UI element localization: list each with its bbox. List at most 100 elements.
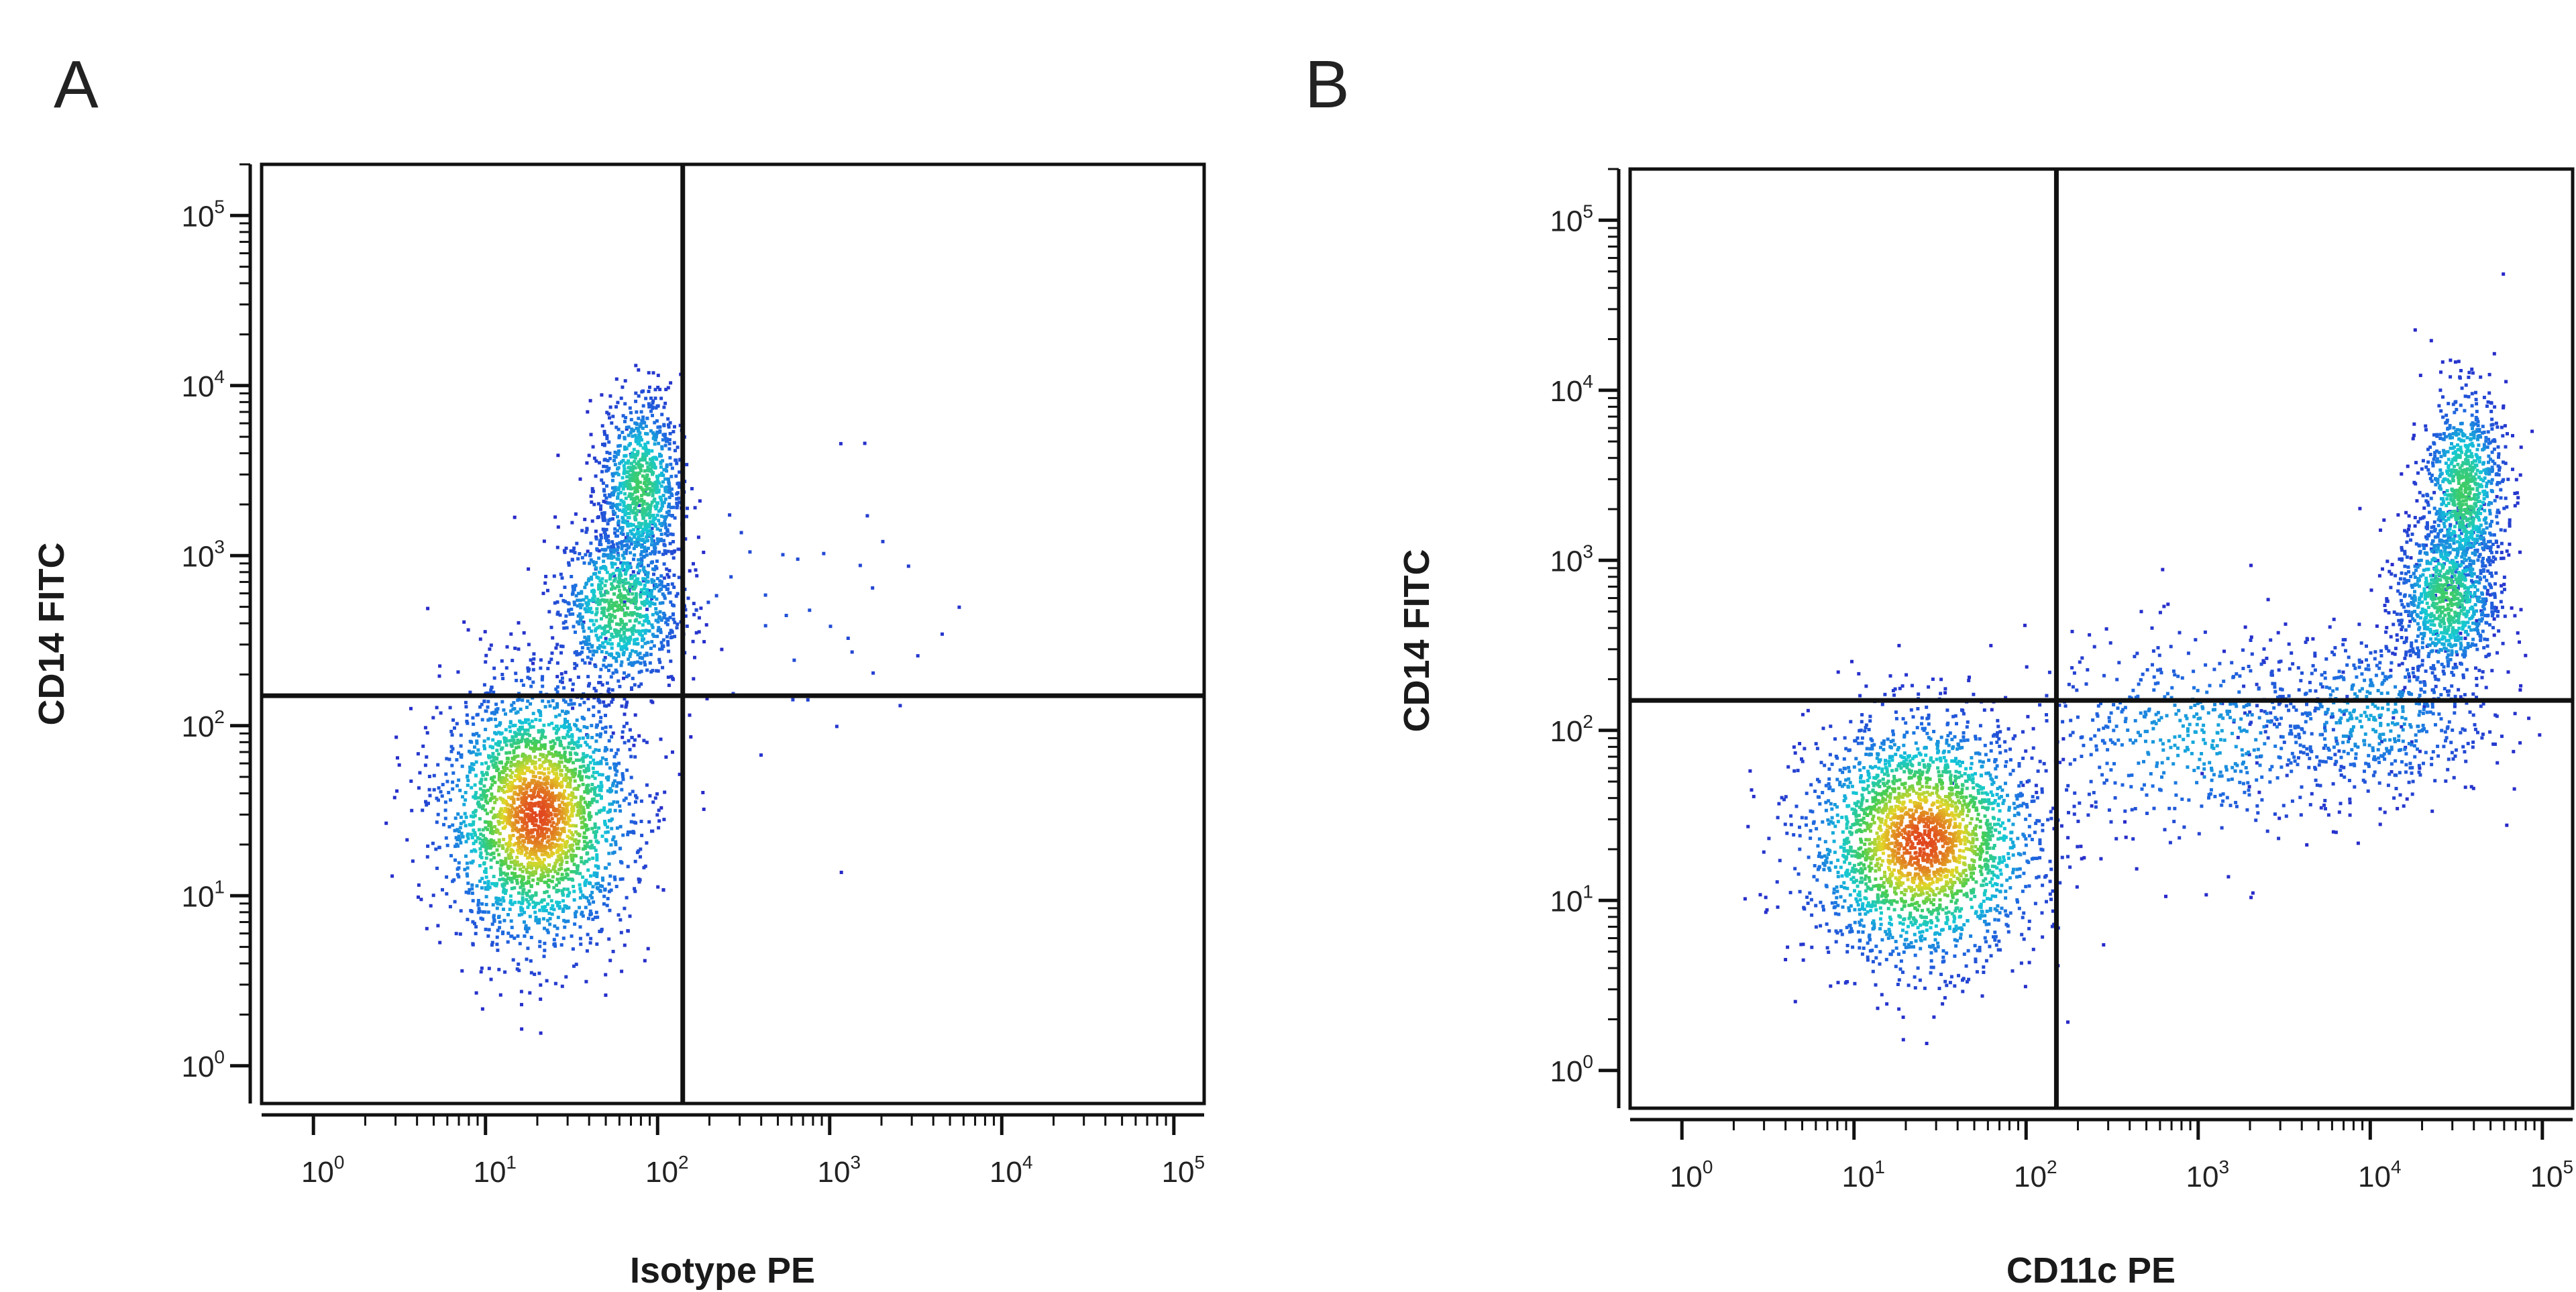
event-dot [489,688,493,692]
event-dot [632,533,636,537]
event-dot [2430,809,2434,813]
event-dot [508,811,512,815]
event-dot [555,753,559,757]
event-dot [632,547,636,551]
event-dot [602,514,606,518]
event-dot [653,504,657,508]
event-dot [572,625,576,629]
event-dot [587,881,591,885]
event-dot [570,558,574,562]
event-dot [655,559,659,563]
event-dot [515,732,519,736]
event-dot [492,759,496,763]
event-dot [637,542,641,546]
event-dot [2414,461,2418,465]
event-dot [659,465,663,469]
event-dot [426,606,430,610]
x-axis-title-a: Isotype PE [630,1250,815,1291]
event-dot [2404,636,2408,640]
event-dot [561,806,565,810]
event-dot [586,735,590,739]
event-dot [513,763,517,767]
event-dot [530,804,534,808]
event-dot [477,796,480,800]
event-dot [480,762,484,766]
event-dot [2429,339,2433,343]
event-dot [624,461,628,465]
event-dot [571,591,575,595]
event-dot [657,583,661,587]
event-dot [513,900,517,904]
event-dot [602,806,606,810]
event-dot [2410,740,2414,744]
event-dot [697,616,701,620]
event-dot [667,649,671,653]
event-dot [629,487,633,491]
event-dot [637,503,641,507]
event-dot [647,402,651,406]
event-dot [513,790,517,794]
event-dot [600,577,604,581]
event-dot [661,433,665,437]
event-dot [486,767,490,771]
event-dot [450,763,454,767]
event-dot [643,603,647,607]
event-dot [631,649,634,653]
event-dot [604,539,608,543]
event-dot [1836,670,1840,674]
event-dot [1893,687,1897,691]
event-dot [559,651,563,655]
event-dot [1764,910,1768,914]
event-dot [1793,1000,1797,1004]
event-dot [650,623,654,627]
event-dot [2424,424,2428,428]
event-dot [472,815,475,819]
event-dot [457,835,461,839]
event-dot [627,539,631,543]
event-dot [487,928,491,932]
event-dot [614,885,619,888]
event-dot [539,873,543,877]
event-dot [549,784,553,788]
event-dot [482,773,485,777]
event-dot [599,667,603,671]
event-dot [881,539,885,543]
event-dot [2178,836,2182,840]
event-dot [572,853,576,857]
event-dot [659,396,663,400]
event-dot [620,788,624,792]
event-dot [581,736,585,740]
event-dot [572,898,576,902]
event-dot [509,632,513,636]
event-dot [618,847,622,851]
event-dot [583,847,587,850]
event-dot [561,796,566,800]
event-dot [2396,806,2400,810]
event-dot [555,643,559,647]
event-dot [2099,857,2103,861]
event-dot [625,480,629,484]
event-dot [540,868,544,872]
event-dot [640,549,644,553]
event-dot [651,431,655,435]
event-dot [645,492,649,496]
event-dot [611,784,614,788]
event-dot [635,488,639,492]
event-dot [531,781,535,785]
event-dot [613,472,616,476]
event-dot [549,830,553,835]
event-dot [584,836,588,840]
event-dot [529,702,533,706]
event-dot [512,751,516,755]
event-dot [543,735,547,739]
event-dot [645,607,649,611]
event-dot [562,918,566,922]
event-dot [660,647,664,651]
event-dot [2369,588,2373,592]
event-dot [2066,836,2070,840]
event-dot [539,829,543,833]
event-dot [658,388,662,392]
event-dot [574,830,578,834]
event-dot [617,642,621,646]
event-dot [2203,630,2207,634]
